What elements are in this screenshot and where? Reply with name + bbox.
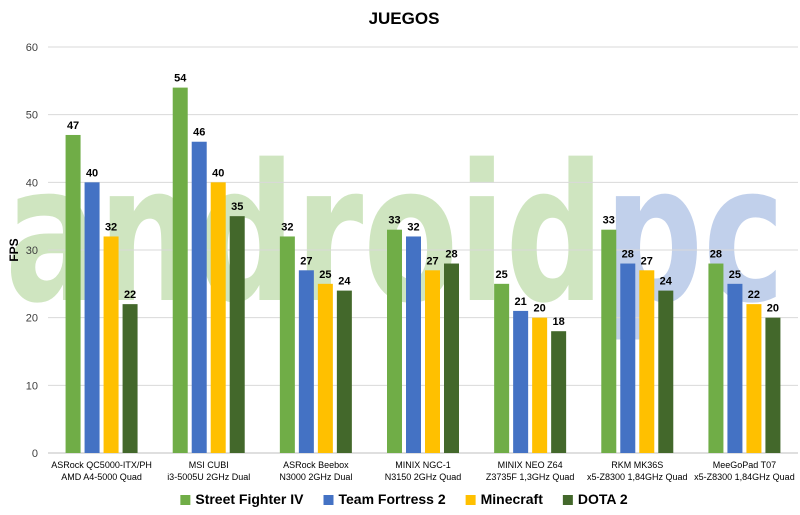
data-label: 22 xyxy=(748,289,760,301)
chart-title: JUEGOS xyxy=(369,9,440,28)
x-tick-label: x5-Z8300 1,84GHz Quad xyxy=(587,472,688,482)
legend-item: DOTA 2 xyxy=(562,491,628,507)
bar xyxy=(639,270,655,453)
data-label: 28 xyxy=(710,249,722,261)
x-tick-label: ASRock QC5000-ITX/PH xyxy=(51,460,152,470)
x-tick-label: Z3735F 1,3GHz Quad xyxy=(486,472,575,482)
data-label: 32 xyxy=(105,221,117,233)
bar xyxy=(601,229,617,453)
legend-label: Street Fighter IV xyxy=(195,491,304,507)
x-tick-label: MINIX NGC-1 xyxy=(395,460,451,470)
data-label: 25 xyxy=(496,269,508,281)
legend-label: Minecraft xyxy=(481,491,544,507)
bar xyxy=(746,304,762,453)
bar xyxy=(122,304,138,453)
bar xyxy=(494,283,510,453)
x-tick-label: N3000 2GHz Dual xyxy=(279,472,352,482)
bar xyxy=(532,317,548,453)
bar xyxy=(406,236,421,453)
y-tick-label: 10 xyxy=(26,380,38,392)
x-tick-label: MSI CUBI xyxy=(189,460,229,470)
x-tick-label: RKM MK36S xyxy=(611,460,663,470)
x-tick-label: i3-5005U 2GHz Dual xyxy=(167,472,250,482)
data-label: 25 xyxy=(319,269,331,281)
y-tick-label: 0 xyxy=(32,448,38,460)
data-label: 40 xyxy=(86,167,98,179)
data-label: 28 xyxy=(445,249,457,261)
data-label: 33 xyxy=(388,215,400,227)
x-tick-label: MeeGoPad T07 xyxy=(713,460,776,470)
y-tick-label: 30 xyxy=(26,245,38,257)
bar xyxy=(387,229,402,453)
y-tick-label: 60 xyxy=(26,42,38,54)
gridlines xyxy=(48,46,798,454)
y-tick-label: 50 xyxy=(26,110,38,122)
data-label: 33 xyxy=(603,215,615,227)
bar xyxy=(191,141,207,453)
bar xyxy=(317,283,333,453)
legend-swatch xyxy=(465,495,476,505)
bar xyxy=(620,263,636,453)
bar xyxy=(708,263,724,453)
data-label: 46 xyxy=(193,127,205,139)
bar xyxy=(727,283,743,453)
data-label: 21 xyxy=(515,296,527,308)
data-label: 35 xyxy=(231,201,243,213)
bar xyxy=(279,236,295,453)
legend-item: Minecraft xyxy=(465,491,544,507)
data-label: 40 xyxy=(212,167,224,179)
x-tick-label: N3150 2GHz Quad xyxy=(385,472,462,482)
data-label: 47 xyxy=(67,120,79,132)
legend-swatch xyxy=(562,495,573,505)
legend: Street Fighter IV Team Fortress 2 Minecraf… xyxy=(180,491,628,507)
x-axis: ASRock QC5000-ITX/PH AMD A4-5000 Quad MSI … xyxy=(51,460,794,482)
bars: 47 40 32 22 54 46 40 35 32 27 25 24 33 32 27 28 25 21 20 18… xyxy=(65,73,781,454)
bar xyxy=(658,290,674,453)
y-tick-label: 20 xyxy=(26,313,38,325)
legend-swatch xyxy=(323,495,334,505)
bar xyxy=(336,290,352,453)
bar xyxy=(444,263,459,453)
legend-label: DOTA 2 xyxy=(578,491,628,507)
x-tick-label: AMD A4-5000 Quad xyxy=(61,472,142,482)
legend-label: Team Fortress 2 xyxy=(339,491,446,507)
data-label: 32 xyxy=(407,221,419,233)
y-axis-label: FPS xyxy=(7,238,21,261)
y-tick-label: 40 xyxy=(26,177,38,189)
legend-item: Street Fighter IV xyxy=(180,491,304,507)
bar xyxy=(65,134,81,453)
x-tick-label: ASRock Beebox xyxy=(283,460,349,470)
bar xyxy=(103,236,119,453)
data-label: 24 xyxy=(660,276,673,288)
data-label: 28 xyxy=(622,249,634,261)
bar xyxy=(210,182,226,454)
data-label: 20 xyxy=(767,303,779,315)
legend-swatch xyxy=(180,495,191,505)
data-label: 25 xyxy=(729,269,741,281)
bar xyxy=(551,331,567,453)
bar xyxy=(425,270,440,453)
y-axis: 0 10 20 30 40 50 60 xyxy=(26,42,38,460)
legend-item: Team Fortress 2 xyxy=(323,491,446,507)
data-label: 32 xyxy=(281,221,293,233)
bar xyxy=(229,216,245,453)
data-label: 27 xyxy=(641,255,653,267)
data-label: 18 xyxy=(553,316,565,328)
data-label: 27 xyxy=(300,255,312,267)
data-label: 22 xyxy=(124,289,136,301)
bar xyxy=(765,317,781,453)
data-label: 20 xyxy=(534,303,546,315)
bar xyxy=(513,310,529,453)
data-label: 54 xyxy=(174,73,187,85)
data-label: 24 xyxy=(338,276,351,288)
x-tick-label: x5-Z8300 1,84GHz Quad xyxy=(694,472,795,482)
bar xyxy=(84,182,100,454)
bar xyxy=(172,87,188,453)
x-tick-label: MINIX NEO Z64 xyxy=(498,460,563,470)
bar xyxy=(298,270,314,453)
data-label: 27 xyxy=(426,255,438,267)
